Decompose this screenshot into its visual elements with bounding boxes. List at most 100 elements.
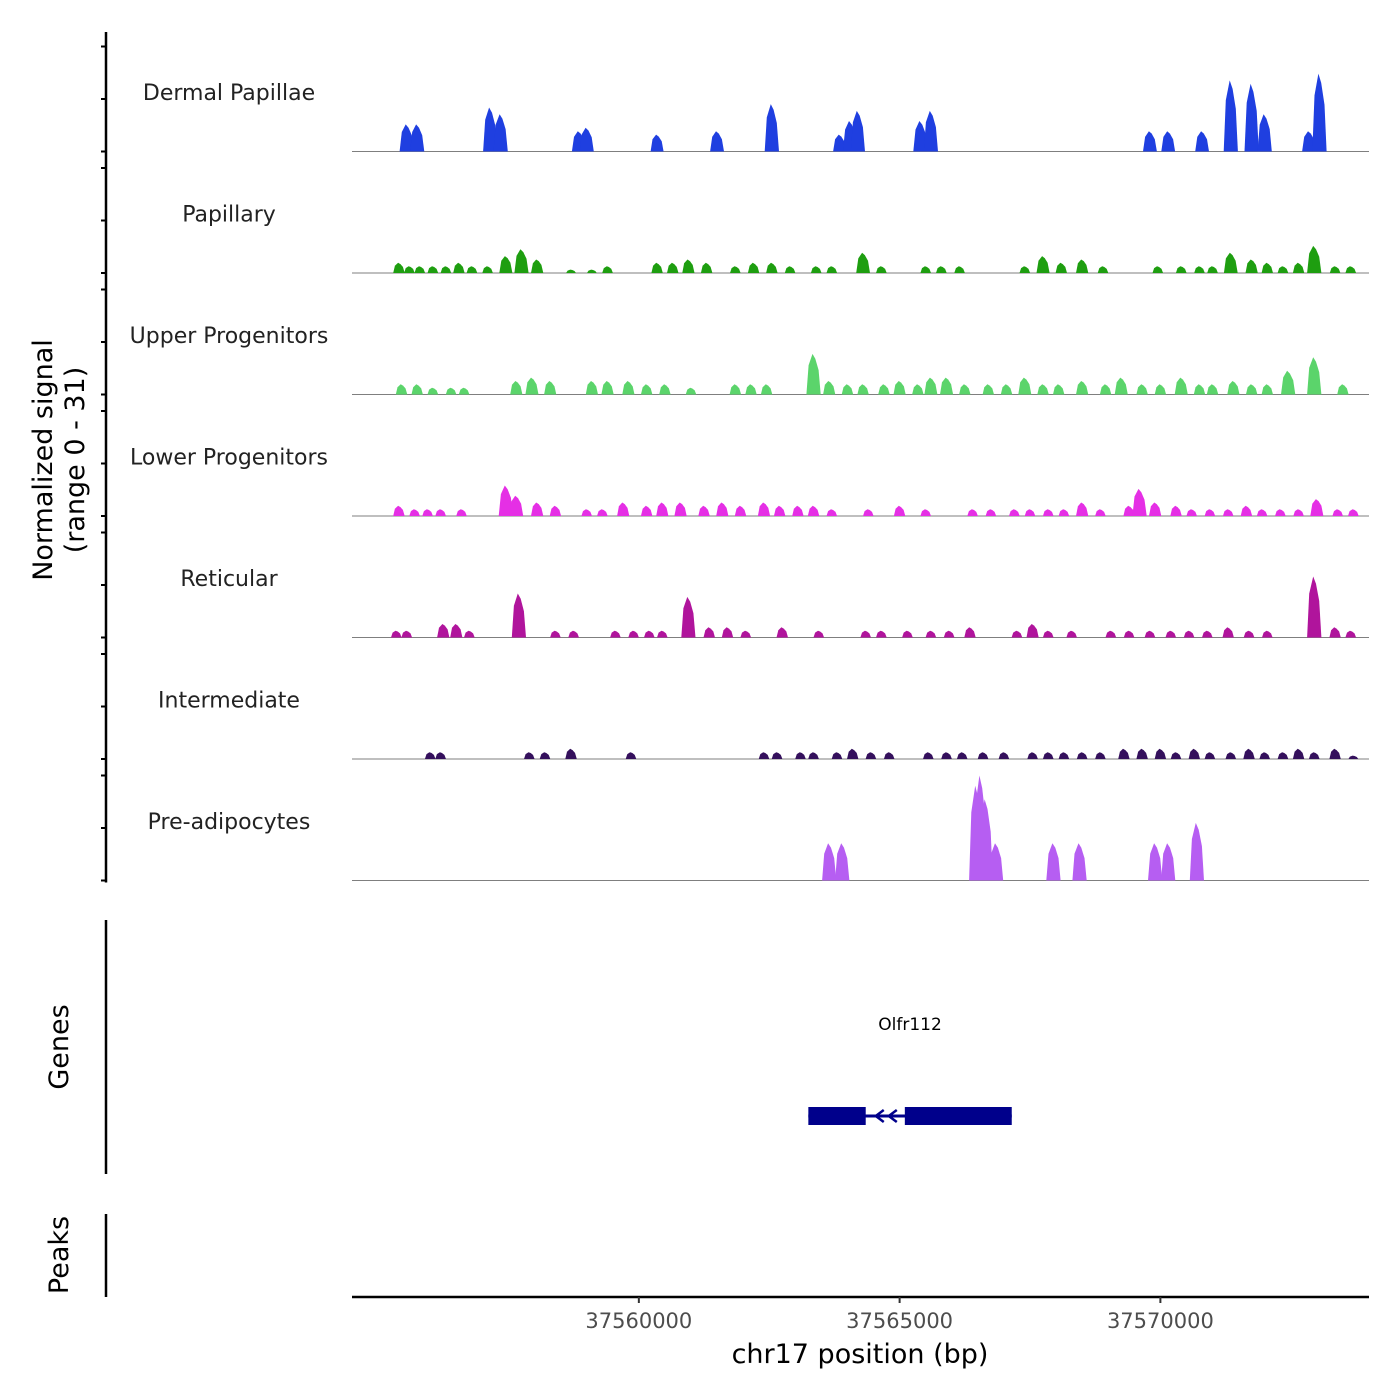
coverage-peak	[1027, 752, 1038, 759]
coverage-peak	[1261, 262, 1273, 273]
coverage-peak	[978, 799, 993, 881]
coverage-peak	[808, 752, 819, 759]
coverage-peak	[1332, 509, 1343, 516]
coverage-peak	[1227, 381, 1240, 395]
coverage-peak	[657, 630, 668, 638]
coverage-peak	[863, 509, 874, 516]
gene-exon	[808, 1107, 866, 1125]
coverage-peak	[813, 630, 825, 638]
coverage-peak	[1066, 630, 1077, 638]
coverage-peak	[822, 843, 837, 881]
coverage-peak	[1036, 256, 1050, 273]
y-axis-title-line2: (range 0 - 31)	[60, 367, 91, 554]
y-axis-title-line1: Normalized signal	[28, 339, 59, 581]
coverage-peak	[550, 630, 561, 638]
coverage-peak	[1183, 630, 1195, 638]
coverage-peak	[766, 262, 778, 273]
coverage-peak	[1072, 843, 1087, 881]
coverage-peak	[1259, 752, 1270, 759]
coverage-peak	[404, 266, 415, 273]
coverage-peak	[1345, 630, 1357, 638]
coverage-peak	[923, 110, 938, 152]
coverage-peak	[1337, 384, 1349, 395]
coverage-peak	[964, 627, 976, 638]
x-tick-label: 37570000	[1107, 1309, 1214, 1333]
coverage-peak	[498, 485, 513, 516]
coverage-peak	[640, 505, 653, 516]
coverage-peak	[640, 384, 653, 395]
coverage-peak	[427, 266, 439, 273]
coverage-peak	[1257, 114, 1272, 152]
coverage-peak	[674, 502, 687, 516]
coverage-peak	[826, 266, 838, 273]
coverage-peak	[1019, 266, 1031, 273]
coverage-peak	[601, 381, 614, 395]
coverage-peak	[1194, 266, 1205, 273]
coverage-peak	[1307, 576, 1322, 638]
coverage-peak	[1053, 384, 1065, 395]
coverage-peak	[565, 748, 577, 759]
coverage-peak	[1152, 266, 1164, 273]
coverage-peak	[985, 509, 997, 516]
coverage-peak	[681, 596, 696, 638]
coverage-peak	[685, 387, 697, 395]
coverage-peak	[998, 752, 1010, 759]
coverage-peak	[1204, 752, 1216, 759]
coverage-peak	[453, 262, 465, 273]
coverage-peak	[1136, 748, 1148, 759]
coverage-peak	[440, 266, 452, 273]
coverage-peak	[544, 381, 557, 395]
track: Lower Progenitors	[130, 446, 1369, 517]
coverage-peak	[531, 502, 544, 516]
coverage-peak	[1307, 357, 1322, 395]
coverage-peak	[1243, 630, 1255, 638]
coverage-peak	[1170, 752, 1182, 759]
coverage-peak	[967, 509, 978, 516]
coverage-peak	[700, 262, 713, 273]
coverage-peak	[784, 266, 796, 273]
coverage-peak	[913, 121, 928, 152]
coverage-peak	[514, 249, 529, 273]
coverage-peak	[1225, 752, 1237, 759]
track: Reticular	[180, 567, 1369, 638]
coverage-peak	[747, 262, 760, 273]
track-label: Dermal Papillae	[143, 81, 315, 106]
coverage-peak	[833, 134, 847, 152]
coverage-peak	[1277, 266, 1289, 273]
coverage-peak	[1024, 509, 1036, 516]
coverage-peak	[847, 748, 859, 759]
coverage-peak	[1149, 502, 1162, 516]
coverage-peak	[1207, 266, 1218, 273]
coverage-peak	[959, 384, 971, 395]
x-tick-label: 37565000	[846, 1309, 953, 1333]
signal-y-axis	[101, 32, 108, 883]
coverage-peak	[1308, 752, 1320, 759]
coverage-peak	[1095, 752, 1106, 759]
coverage-peak	[1329, 748, 1341, 759]
coverage-peak	[721, 627, 734, 638]
coverage-peak	[1188, 748, 1200, 759]
coverage-peak	[1329, 266, 1341, 273]
coverage-peak	[493, 114, 508, 152]
coverage-peak	[1118, 748, 1130, 759]
coverage-peak	[1058, 509, 1070, 516]
x-axis-title: chr17 position (bp)	[732, 1339, 989, 1370]
coverage-peak	[597, 509, 608, 516]
coverage-peak	[956, 752, 968, 759]
coverage-peak	[1076, 752, 1088, 759]
coverage-peak	[414, 266, 426, 273]
coverage-peak	[585, 381, 598, 395]
track-label: Reticular	[180, 567, 278, 592]
coverage-peak	[1095, 509, 1106, 516]
coverage-peak	[716, 502, 729, 516]
coverage-peak	[1148, 843, 1163, 881]
coverage-peak	[651, 262, 663, 273]
coverage-peak	[760, 384, 773, 395]
coverage-peak	[1174, 377, 1188, 395]
coverage-peak	[850, 110, 865, 152]
coverage-peak	[1154, 748, 1167, 759]
coverage-peak	[650, 134, 664, 152]
coverage-peak	[698, 505, 710, 516]
coverage-peak	[587, 269, 597, 273]
coverage-peak	[1105, 630, 1117, 638]
